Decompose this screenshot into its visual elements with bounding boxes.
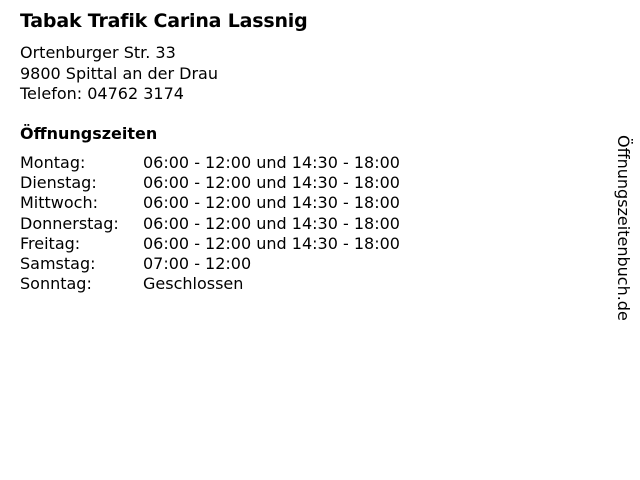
city: 9800 Spittal an der Drau <box>20 63 218 83</box>
street: Ortenburger Str. 33 <box>20 43 176 62</box>
day: Samstag: <box>20 254 96 274</box>
time: 06:00 - 12:00 und 14:30 - 18:00 <box>143 193 400 213</box>
day: Donnerstag: <box>20 213 119 233</box>
hours-row: Dienstag: 06:00 - 12:00 und 14:30 - 18:00 <box>20 173 400 193</box>
day: Sonntag: <box>20 274 92 294</box>
hours-heading: Öffnungszeiten <box>20 124 158 143</box>
hours-row: Mittwoch: 06:00 - 12:00 und 14:30 - 18:00 <box>20 193 400 213</box>
address-block: Ortenburger Str. 33 9800 Spittal an der … <box>20 43 218 105</box>
business-name: Tabak Trafik Carina Lassnig <box>20 10 308 32</box>
hours-row: Sonntag: Geschlossen <box>20 274 400 294</box>
time: 07:00 - 12:00 <box>143 254 252 274</box>
day: Dienstag: <box>20 173 97 193</box>
time: 06:00 - 12:00 und 14:30 - 18:00 <box>143 173 400 193</box>
phone: Telefon: 04762 3174 <box>20 84 184 103</box>
time: 06:00 - 12:00 und 14:30 - 18:00 <box>143 153 400 172</box>
day: Montag: <box>20 153 86 172</box>
time: 06:00 - 12:00 und 14:30 - 18:00 <box>143 233 400 253</box>
time: Geschlossen <box>143 274 244 294</box>
day: Mittwoch: <box>20 193 98 213</box>
watermark-text: Öffnungszeitenbuch.de <box>614 135 633 321</box>
hours-row: Samstag: 07:00 - 12:00 <box>20 254 400 274</box>
time: 06:00 - 12:00 und 14:30 - 18:00 <box>143 213 400 233</box>
hours-row: Donnerstag: 06:00 - 12:00 und 14:30 - 18:… <box>20 214 400 234</box>
day: Freitag: <box>20 233 81 253</box>
hours-table: Montag: 06:00 - 12:00 und 14:30 - 18:00 D… <box>20 153 400 294</box>
hours-row: Freitag: 06:00 - 12:00 und 14:30 - 18:00 <box>20 234 400 254</box>
hours-row: Montag: 06:00 - 12:00 und 14:30 - 18:00 <box>20 153 400 173</box>
